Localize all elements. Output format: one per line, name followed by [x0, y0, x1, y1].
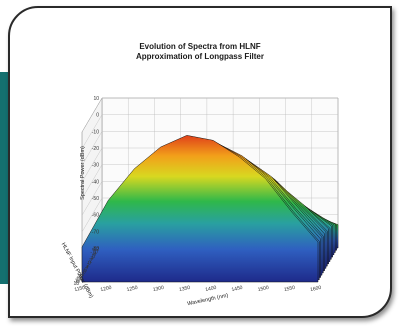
x-tick-label: 1250: [126, 285, 138, 293]
y-tick-label: 0: [96, 113, 99, 119]
x-tick-label: 1300: [152, 285, 164, 293]
x-tick-label: 1500: [257, 285, 269, 293]
x-tick-label: 1200: [100, 285, 112, 293]
x-tick-label: 1450: [231, 285, 243, 293]
y-tick-label: -50: [92, 196, 99, 202]
chart-title-block: Evolution of Spectra from HLNF Approxima…: [10, 42, 390, 62]
y-tick-label: -30: [92, 163, 99, 169]
y-tick-label: -60: [92, 213, 99, 219]
y-tick-label: -20: [92, 146, 99, 152]
y-tick-label: -10: [92, 129, 99, 135]
y-axis-label: Spectral Power (dBm): [80, 146, 86, 200]
y-tick-label: -70: [92, 229, 99, 235]
x-tick-label: 1350: [179, 285, 191, 293]
x-axis-label: Wavelength (nm): [187, 293, 229, 308]
z-tick-label: 18: [73, 281, 79, 287]
x-tick-label: 1550: [284, 285, 296, 293]
chart-subtitle: Approximation of Longpass Filter: [10, 52, 390, 62]
chart-title: Evolution of Spectra from HLNF: [10, 42, 390, 52]
x-tick-label: 1600: [310, 285, 322, 293]
y-tick-label: -40: [92, 179, 99, 185]
figure-card: 1150 1200 1250 1300 1350 1400 1450 1500 1550 1600…: [8, 6, 392, 318]
y-tick-label: 10: [93, 96, 99, 102]
x-tick-label: 1400: [205, 285, 217, 293]
